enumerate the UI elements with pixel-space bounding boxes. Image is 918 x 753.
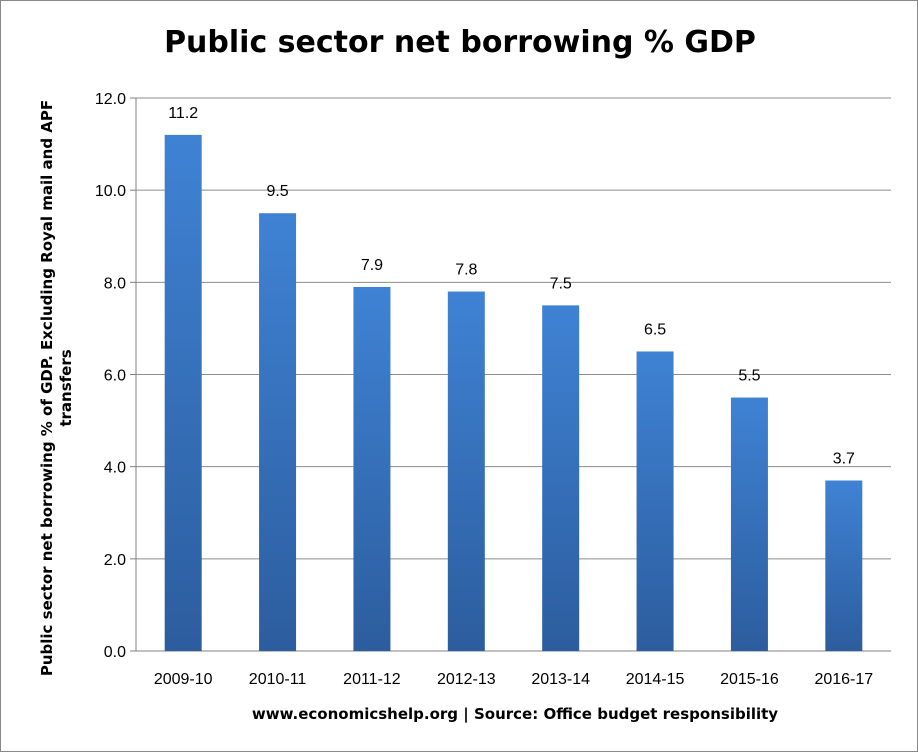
bar-2012-13: [447, 291, 485, 651]
x-tick-label-2010-11: 2010-11: [249, 671, 307, 688]
x-axis-ticks: 2009-10 2010-11 2011-12 2012-13 2013-14 2014-…: [154, 671, 873, 688]
bar-2013-14: [542, 305, 580, 651]
data-label-2014-15: 6.5: [644, 321, 666, 338]
x-tick-label-2011-12: 2011-12: [343, 671, 401, 688]
bars: [164, 134, 863, 652]
x-tick-label-2012-13: 2012-13: [437, 671, 496, 688]
y-axis-ticks: 0.0 2.0 4.0 6.0 8.0 10.0 12.0: [95, 91, 126, 661]
data-label-2013-14: 7.5: [550, 275, 572, 292]
data-labels: 11.2 9.5 7.9 7.8 7.5 6.5 5.5 3.7: [168, 105, 855, 468]
x-tick-label-2016-17: 2016-17: [814, 671, 873, 688]
data-label-2011-12: 7.9: [361, 257, 383, 274]
gridlines: [130, 97, 891, 652]
data-label-2012-13: 7.8: [455, 262, 477, 279]
x-tick-label-2015-16: 2015-16: [720, 671, 779, 688]
chart-title: Public sector net borrowing % GDP: [164, 25, 756, 60]
bar-2009-10: [164, 134, 202, 651]
x-tick-label-2014-15: 2014-15: [626, 671, 685, 688]
y-tick-label: 8.0: [104, 275, 126, 292]
data-label-2009-10: 11.2: [168, 105, 198, 122]
y-axis-title-line-2: transfers: [57, 349, 75, 426]
y-tick-label: 2.0: [104, 552, 126, 569]
bar-2016-17: [825, 480, 863, 651]
data-label-2010-11: 9.5: [266, 183, 288, 200]
y-tick-label: 12.0: [95, 91, 126, 108]
x-axis-title: www.economicshelp.org | Source: Office b…: [251, 705, 779, 723]
data-label-2015-16: 5.5: [738, 368, 760, 385]
y-tick-label: 10.0: [95, 183, 126, 200]
y-tick-label: 6.0: [104, 368, 126, 385]
x-tick-label-2013-14: 2013-14: [531, 671, 590, 688]
data-label-2016-17: 3.7: [833, 450, 855, 467]
y-tick-label: 4.0: [104, 460, 126, 477]
x-tick-label-2009-10: 2009-10: [154, 671, 213, 688]
bar-2011-12: [353, 286, 391, 651]
bar-2014-15: [636, 351, 674, 651]
bar-2010-11: [259, 213, 297, 652]
y-tick-label: 0.0: [104, 644, 126, 661]
bar-2015-16: [730, 397, 768, 651]
y-axis-title-line-1: Public sector net borrowing % of GDP. Ex…: [38, 100, 56, 676]
